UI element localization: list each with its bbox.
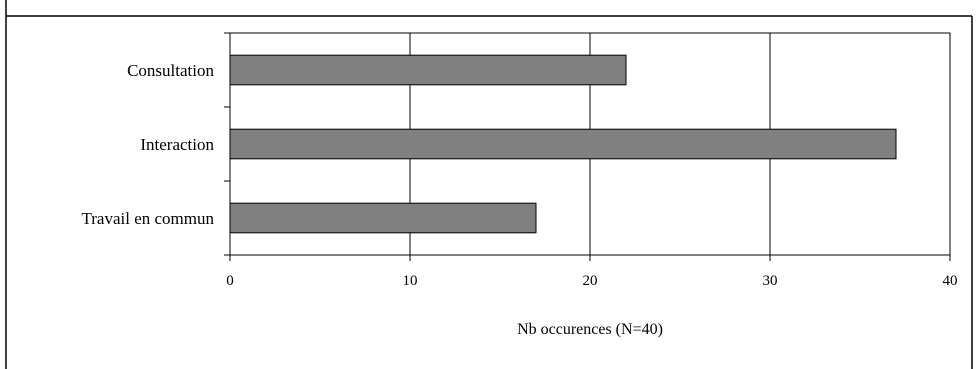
- y-axis: Consultation Interaction Travail en commun: [81, 32, 230, 256]
- bar-travail-en-commun: [229, 202, 537, 234]
- x-tick-label-30: 30: [763, 273, 778, 289]
- x-axis-title: Nb occurences (N=40): [517, 321, 663, 338]
- x-tick-label-0: 0: [226, 273, 234, 289]
- x-tick-label-40: 40: [943, 273, 958, 289]
- category-label-interaction: Interaction: [140, 135, 214, 154]
- bar-consultation: [229, 54, 627, 86]
- bars: [229, 54, 897, 234]
- x-tick-label-20: 20: [583, 273, 598, 289]
- plot-area: Consultation Interaction Travail en commun…: [81, 32, 958, 289]
- category-label-consultation: Consultation: [127, 61, 214, 80]
- chart-frame: [5, 0, 973, 369]
- x-tick-label-10: 10: [403, 273, 418, 289]
- category-label-travail-en-commun: Travail en commun: [81, 209, 214, 228]
- bar-interaction: [229, 128, 897, 160]
- x-axis: 0 10 20 30 40: [226, 255, 958, 289]
